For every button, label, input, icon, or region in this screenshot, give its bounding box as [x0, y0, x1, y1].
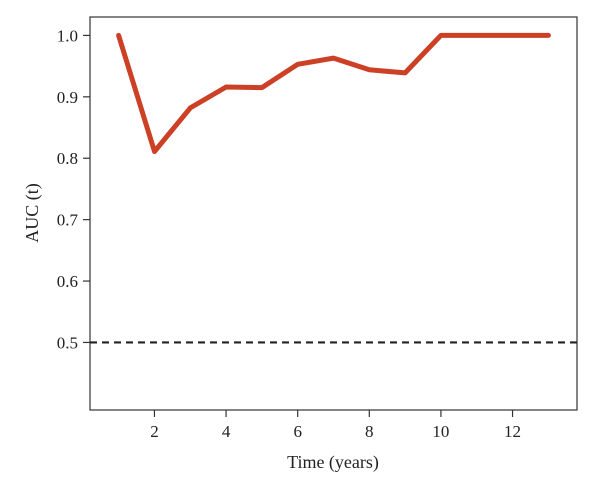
series-line — [116, 32, 551, 154]
x-axis-ticks: 2 4 6 8 10 12 — [150, 410, 521, 441]
x-tick-label: 8 — [365, 422, 374, 441]
y-tick-label: 1.0 — [57, 26, 78, 45]
y-tick-label: 0.7 — [57, 211, 79, 230]
y-axis-ticks: 0.5 0.6 0.7 0.8 0.9 1.0 — [57, 26, 90, 352]
y-tick-label: 0.5 — [57, 333, 78, 352]
y-tick-label: 0.6 — [57, 272, 78, 291]
y-axis-title: AUC (t) — [22, 183, 43, 243]
x-tick-label: 4 — [222, 422, 231, 441]
y-tick-label: 0.8 — [57, 149, 78, 168]
series-layer — [116, 32, 551, 154]
x-tick-label: 10 — [432, 422, 449, 441]
plot-frame — [89, 16, 578, 411]
x-tick-label: 2 — [150, 422, 159, 441]
x-axis-title: Time (years) — [287, 452, 379, 473]
x-tick-label: 6 — [293, 422, 302, 441]
x-tick-label: 12 — [504, 422, 521, 441]
y-tick-label: 0.9 — [57, 88, 78, 107]
